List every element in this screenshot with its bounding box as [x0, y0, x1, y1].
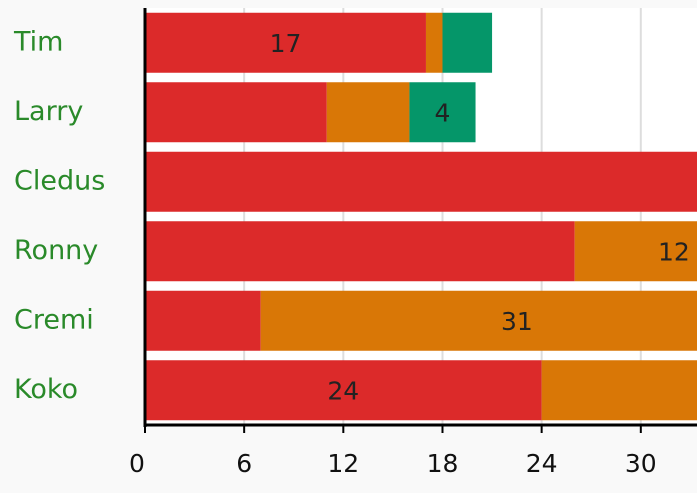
- data-label: 24: [327, 376, 359, 405]
- bar-segment: [145, 12, 426, 73]
- data-label: 17: [270, 29, 302, 58]
- bar-segment: [326, 82, 410, 143]
- data-label: 4: [435, 98, 451, 127]
- bar-segment: [442, 12, 493, 73]
- x-tick-label: 12: [327, 449, 359, 478]
- x-tick-label: 24: [526, 449, 558, 478]
- bar-segment: [145, 360, 542, 421]
- bar-segment: [145, 151, 697, 212]
- bar-segment: [541, 360, 697, 421]
- data-label: 12: [658, 237, 690, 266]
- grid: [243, 8, 642, 425]
- x-tick-label: 30: [625, 449, 657, 478]
- x-tick-label: 0: [129, 449, 145, 478]
- category-label: Tim: [13, 26, 63, 57]
- category-label: Cremi: [14, 304, 94, 335]
- bar-segment: [409, 82, 476, 143]
- category-label: Ronny: [14, 235, 98, 266]
- x-tick-label: 18: [427, 449, 459, 478]
- category-label: Larry: [14, 96, 83, 127]
- category-label: Koko: [14, 374, 78, 405]
- category-label: Cledus: [14, 165, 105, 196]
- data-label: 31: [501, 307, 533, 336]
- bar-segment: [260, 290, 697, 351]
- bar-segment: [145, 290, 261, 351]
- bar-segment: [145, 221, 575, 282]
- bar-segment: [574, 221, 697, 282]
- bar-segment: [145, 82, 327, 143]
- labels: 0 6 12 18 24 30 Tim Larry Cledus Ronny Cremi Koko: [13, 26, 657, 478]
- plot-area: [145, 8, 697, 425]
- bars: 17 4 12 31 24: [145, 12, 697, 421]
- bar-segment: [425, 12, 443, 73]
- x-tick-label: 6: [236, 449, 252, 478]
